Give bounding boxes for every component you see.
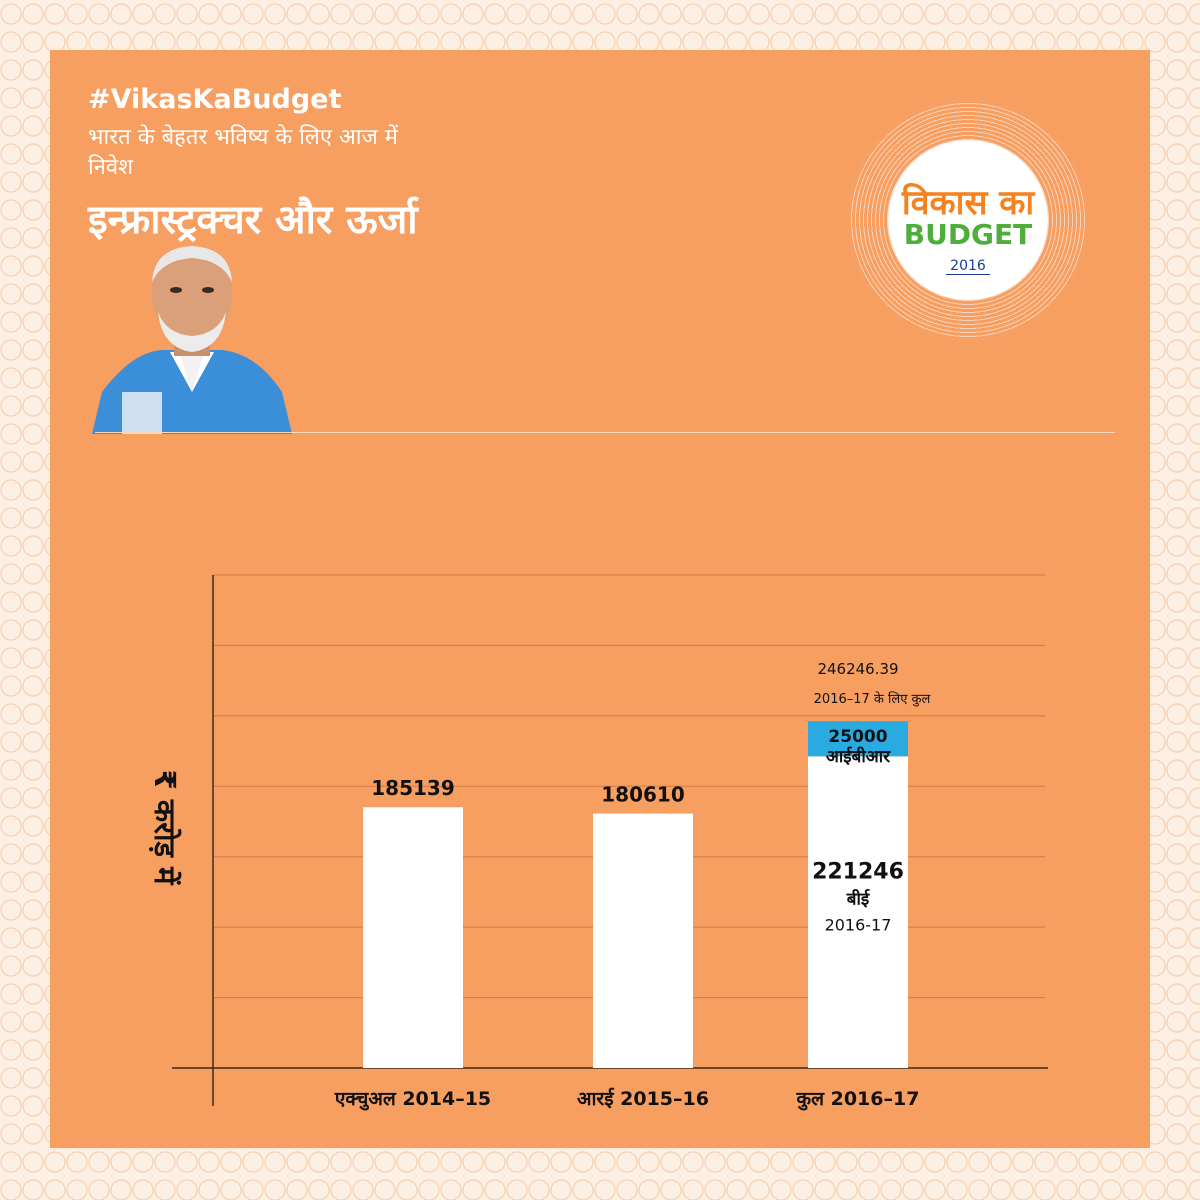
y-axis-label: ₹ करोड़ में xyxy=(148,769,182,885)
x-tick-label: आरई 2015–16 xyxy=(577,1087,709,1110)
hashtag: #VikasKaBudget xyxy=(88,84,342,115)
logo-circle xyxy=(888,140,1048,300)
page-title: इन्फ्रास्ट्रक्चर और ऊर्जा xyxy=(88,197,418,243)
bar-value-label: 180610 xyxy=(601,783,685,807)
logo-line2: BUDGET xyxy=(903,218,1033,251)
header-divider xyxy=(95,432,1115,433)
segment-value-label: 25000 xyxy=(828,727,887,747)
bar-segment xyxy=(593,813,693,1068)
bar-sublabel: 2016-17 xyxy=(825,915,892,934)
bar-segment xyxy=(363,807,463,1068)
total-value-label: 246246.39 xyxy=(817,660,898,678)
total-caption: 2016–17 के लिए कुल xyxy=(814,691,931,707)
tagline: भारत के बेहतर भविष्य के लिए आज में निवेश xyxy=(88,125,398,180)
bar-value-label: 221246 xyxy=(812,859,904,884)
bar-segment xyxy=(808,756,908,1068)
logo-year: 2016 xyxy=(888,258,1048,275)
bar-segment xyxy=(808,721,908,757)
portrait-image xyxy=(92,246,292,434)
x-tick-label: कुल 2016–17 xyxy=(796,1088,920,1111)
logo-line1: विकास का xyxy=(901,183,1035,223)
x-tick-label: एक्चुअल 2014–15 xyxy=(334,1088,491,1111)
segment-sublabel: आईबीआर xyxy=(826,746,891,767)
bar-sublabel: बीई xyxy=(846,888,870,909)
bar-value-label: 185139 xyxy=(371,776,455,800)
logo-year-text: 2016 xyxy=(946,258,990,275)
